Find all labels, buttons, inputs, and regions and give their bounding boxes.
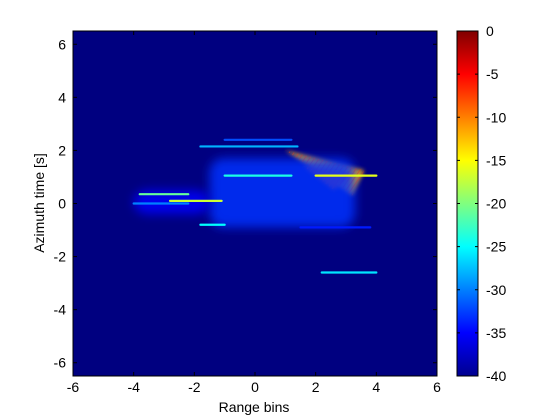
x-axis-label: Range bins bbox=[219, 399, 290, 415]
colorbar bbox=[456, 30, 479, 377]
colorbar-tick-label: -35 bbox=[486, 325, 506, 341]
y-tick-label: 4 bbox=[58, 89, 66, 105]
y-tick-label: -2 bbox=[54, 249, 67, 265]
colorbar-tick-label: -25 bbox=[486, 239, 506, 255]
colorbar-tick-label: -20 bbox=[486, 196, 506, 212]
y-tick-label: -6 bbox=[54, 355, 67, 371]
colorbar-tick-label: -30 bbox=[486, 282, 506, 298]
colorbar-tick-label: -40 bbox=[486, 368, 506, 384]
y-tick-label: 0 bbox=[58, 196, 66, 212]
colorbar-tick-label: -15 bbox=[486, 152, 506, 168]
x-tick-label: -2 bbox=[188, 379, 201, 395]
colorbar-tick-label: -5 bbox=[486, 66, 499, 82]
x-tick-label: 6 bbox=[433, 379, 441, 395]
colorbar-tick-label: -10 bbox=[486, 109, 506, 125]
x-tick-label: 2 bbox=[312, 379, 320, 395]
x-tick-label: 4 bbox=[372, 379, 380, 395]
colorbar-ticks: 0 -5 -10 -15 -20 -25 -30 -35 -40 bbox=[457, 23, 506, 384]
x-tick-label: -4 bbox=[127, 379, 140, 395]
x-axis-ticks: -6 -4 -2 0 2 4 6 bbox=[67, 31, 441, 395]
y-axis-label: Azimuth time [s] bbox=[31, 153, 47, 253]
y-tick-label: 2 bbox=[58, 142, 66, 158]
x-tick-label: -6 bbox=[67, 379, 80, 395]
y-tick-label: 6 bbox=[58, 36, 66, 52]
colorbar-tick-label: 0 bbox=[486, 23, 494, 39]
y-axis-ticks: -6 -4 -2 0 2 4 6 bbox=[54, 36, 437, 371]
echo-cloud bbox=[209, 158, 356, 228]
heatmap-features bbox=[130, 136, 380, 276]
y-tick-label: -4 bbox=[54, 302, 67, 318]
x-tick-label: 0 bbox=[251, 379, 259, 395]
